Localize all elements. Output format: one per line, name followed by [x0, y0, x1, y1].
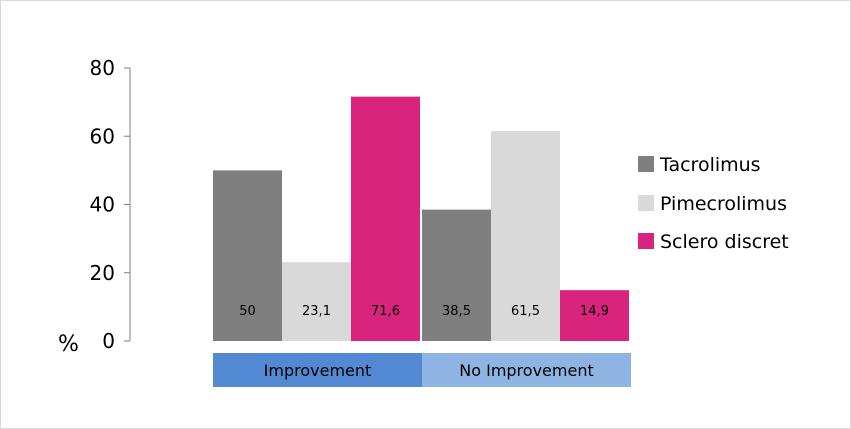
bar — [422, 209, 491, 341]
data-label: 14,9 — [580, 304, 609, 319]
data-label: 38,5 — [442, 304, 471, 319]
y-tick-label: 40 — [90, 193, 115, 217]
bar — [560, 290, 629, 341]
bars — [213, 96, 629, 341]
y-axis: 0 20 40 60 80% — [58, 56, 131, 357]
legend-label: Tacrolimus — [659, 154, 761, 176]
category-band — [422, 353, 631, 387]
legend-label: Pimecrolimus — [660, 193, 787, 215]
legend-swatch — [638, 233, 654, 249]
y-tick-label: 60 — [90, 124, 115, 148]
y-axis-label: % — [58, 332, 79, 357]
legend: Tacrolimus Pimecrolimus Sclero discret — [638, 154, 789, 253]
bar — [351, 96, 420, 341]
bar — [213, 170, 282, 341]
y-tick-label: 80 — [90, 56, 115, 80]
data-label: 61,5 — [511, 304, 540, 319]
category-axis: Improvement No Improvement — [213, 353, 631, 387]
legend-swatch — [638, 156, 654, 172]
legend-label: Sclero discret — [660, 231, 789, 253]
x-tick-label: Improvement — [264, 361, 372, 380]
bar — [491, 131, 560, 341]
legend-swatch — [638, 195, 654, 211]
category-band — [213, 353, 422, 387]
data-label: 71,6 — [371, 304, 400, 319]
data-label: 50 — [239, 304, 256, 319]
y-tick-label: 0 — [102, 329, 115, 353]
y-tick-label: 20 — [90, 261, 115, 285]
x-tick-label: No Improvement — [459, 361, 593, 380]
bar — [282, 262, 351, 341]
data-label: 23,1 — [302, 304, 331, 319]
data-labels: 50 23,1 71,6 38,5 61,5 14,9 — [239, 304, 609, 319]
